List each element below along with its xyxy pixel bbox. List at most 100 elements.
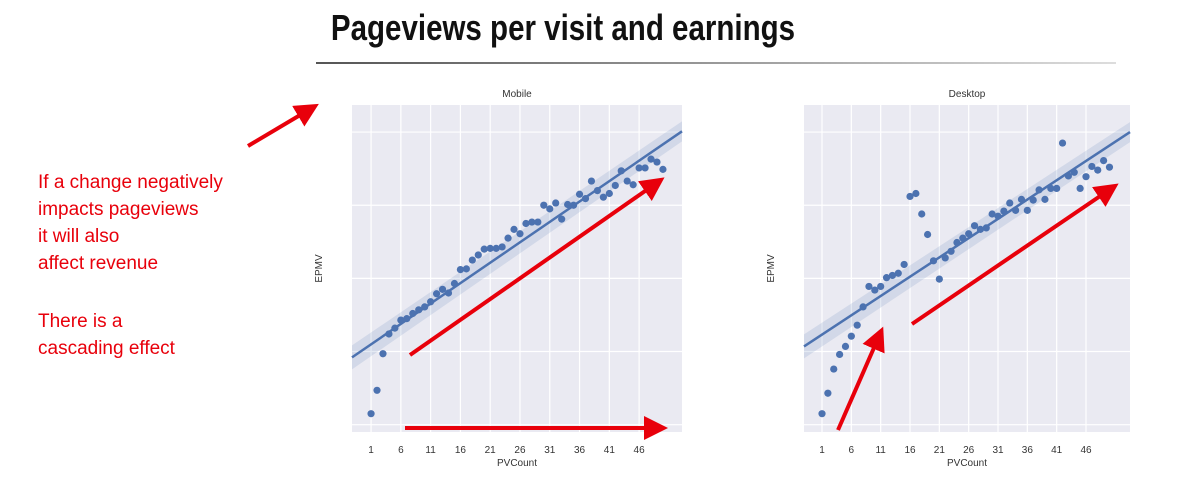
point xyxy=(1035,186,1043,194)
arrow xyxy=(910,183,1119,326)
point xyxy=(982,224,990,232)
chart-title: Desktop xyxy=(949,89,986,100)
point xyxy=(379,350,387,358)
annotation: impacts pageviews xyxy=(38,199,199,220)
x-tick-label: 31 xyxy=(992,445,1004,456)
point xyxy=(474,251,482,259)
point xyxy=(558,215,566,223)
annotation: If a change negatively xyxy=(38,172,223,193)
point xyxy=(450,279,459,288)
point xyxy=(888,271,897,280)
trend-line xyxy=(803,131,1131,348)
slide-title: Pageviews per visit and earnings xyxy=(331,7,795,47)
point xyxy=(976,225,985,233)
point xyxy=(599,193,607,201)
point xyxy=(564,200,572,209)
arrow xyxy=(408,177,665,357)
point xyxy=(1094,166,1102,174)
chart-title: Mobile xyxy=(502,89,532,100)
x-tick-label: 1 xyxy=(819,445,825,456)
annotation: There is a xyxy=(38,311,123,332)
point xyxy=(522,219,530,228)
x-tick-label: 21 xyxy=(934,445,946,456)
point xyxy=(947,247,955,255)
x-axis-label: PVCount xyxy=(497,458,537,469)
point xyxy=(906,192,914,201)
point xyxy=(1088,162,1096,171)
point xyxy=(853,321,861,329)
x-tick-label: 36 xyxy=(574,445,586,456)
point xyxy=(1058,139,1067,147)
point xyxy=(836,350,844,359)
point xyxy=(824,389,832,397)
x-axis-label: PVCount xyxy=(947,458,987,469)
point xyxy=(1047,184,1055,192)
point xyxy=(900,260,908,269)
point xyxy=(516,230,524,238)
point xyxy=(959,234,967,242)
point xyxy=(970,222,979,230)
point xyxy=(994,212,1002,220)
point xyxy=(444,289,453,297)
point xyxy=(1105,163,1114,171)
plot-area xyxy=(804,105,1130,432)
point xyxy=(659,165,667,173)
x-tick-label: 26 xyxy=(514,445,526,456)
point xyxy=(830,365,838,373)
point xyxy=(456,265,465,274)
point xyxy=(397,316,405,324)
x-tick-label: 16 xyxy=(904,445,916,456)
point xyxy=(611,181,619,190)
x-tick-label: 16 xyxy=(455,445,467,456)
point xyxy=(647,155,655,163)
x-tick-label: 36 xyxy=(1022,445,1034,456)
point xyxy=(871,286,879,294)
point xyxy=(534,218,542,226)
point xyxy=(1100,156,1108,165)
point xyxy=(409,309,417,318)
x-tick-label: 26 xyxy=(963,445,975,456)
point xyxy=(528,218,536,226)
point xyxy=(941,254,949,262)
arrows xyxy=(246,103,1119,440)
x-tick-label: 41 xyxy=(1051,445,1063,456)
point xyxy=(546,205,554,213)
point xyxy=(593,186,602,195)
point xyxy=(918,210,926,218)
point xyxy=(635,164,643,172)
point xyxy=(877,282,885,291)
point xyxy=(432,290,441,298)
point xyxy=(492,244,500,252)
annotation: it will also xyxy=(38,226,119,247)
point xyxy=(629,181,637,189)
point xyxy=(415,306,423,314)
point xyxy=(385,330,393,338)
point xyxy=(1012,206,1020,214)
point xyxy=(924,230,932,239)
point xyxy=(427,298,435,306)
point xyxy=(498,243,506,251)
point xyxy=(462,265,470,273)
point xyxy=(1041,195,1049,203)
x-tick-label: 11 xyxy=(425,445,436,456)
point xyxy=(1070,168,1078,176)
x-tick-label: 6 xyxy=(849,445,855,456)
x-tick-label: 46 xyxy=(1080,445,1092,456)
annotation: cascading effect xyxy=(38,338,176,359)
point xyxy=(847,332,855,340)
point xyxy=(818,410,826,418)
point xyxy=(865,282,873,291)
point xyxy=(894,269,902,277)
point xyxy=(965,230,973,238)
point xyxy=(929,257,938,265)
point xyxy=(617,167,625,175)
point xyxy=(1076,184,1084,192)
y-axis-label: EPMV xyxy=(766,254,777,283)
x-tick-label: 46 xyxy=(634,445,646,456)
point xyxy=(912,189,920,198)
point xyxy=(1000,207,1008,215)
point xyxy=(421,303,429,311)
point xyxy=(1006,199,1014,207)
point xyxy=(1064,172,1073,180)
